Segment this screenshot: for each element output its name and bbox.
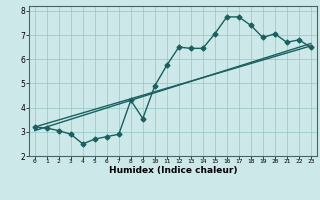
X-axis label: Humidex (Indice chaleur): Humidex (Indice chaleur) bbox=[108, 166, 237, 175]
